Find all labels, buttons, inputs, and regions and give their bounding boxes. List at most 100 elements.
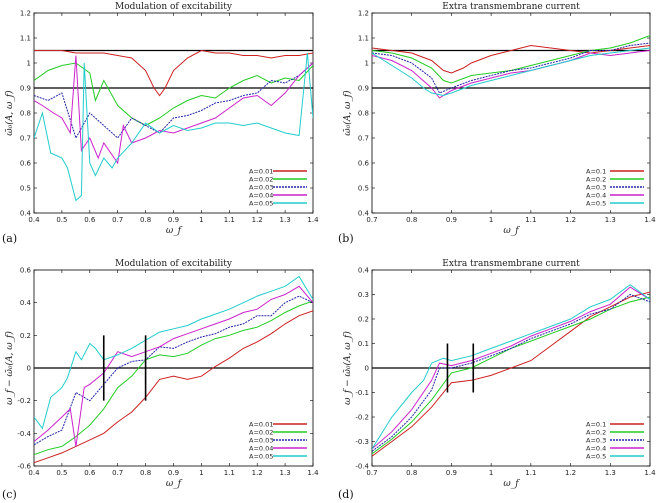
y-axis-label: ω_f − ω̄₀(A, ω_f)	[4, 331, 15, 405]
y-tick-label: 0.4	[358, 267, 370, 275]
y-axis-label: ω_f − ω̄₀(A, ω_f)	[342, 331, 353, 405]
series-line-A-0-4	[372, 286, 650, 450]
y-tick-label: 1.1	[358, 35, 369, 43]
panel-label: (a)	[2, 232, 17, 245]
legend-label: A=0.04	[249, 445, 273, 453]
x-tick-label: 0.7	[366, 216, 377, 224]
x-tick-label: 1	[199, 216, 203, 224]
y-tick-label: 0.5	[358, 185, 369, 193]
y-tick-label: 1	[365, 60, 369, 68]
x-tick-label: 1.1	[525, 469, 536, 477]
x-tick-label: 1	[489, 469, 493, 477]
panel-label: (c)	[2, 488, 17, 501]
chart-title: Modulation of excitability	[115, 2, 233, 12]
series-line-A-0-04	[34, 55, 313, 165]
x-tick-label: 0.5	[56, 216, 67, 224]
y-tick-label: 1	[27, 60, 31, 68]
y-tick-label: -0.4	[355, 463, 369, 471]
legend-label: A=0.3	[586, 437, 606, 445]
y-tick-label: -0.6	[17, 463, 31, 471]
y-tick-label: 0.2	[20, 332, 31, 340]
series-line-A-0-2	[372, 35, 650, 84]
legend-label: A=0.02	[249, 176, 273, 184]
series-line-A-0-1	[372, 44, 650, 74]
y-tick-label: -0.3	[355, 438, 369, 446]
series-line-A-0-03	[34, 62, 313, 140]
panel-d: Extra transmembrane current 0.7 0.8 0.9 1 1.1…	[338, 259, 656, 501]
y-tick-label: 0.4	[20, 299, 32, 307]
y-tick-label: 0.8	[358, 110, 369, 118]
legend-label: A=0.5	[586, 453, 606, 461]
y-tick-label: 0	[365, 365, 369, 373]
series-line-A-0-3	[372, 42, 650, 94]
legend-label: A=0.01	[249, 168, 273, 176]
y-axis-label: ω̄₀(A, ω_f)	[342, 90, 353, 136]
y-tick-label: 0.9	[358, 85, 369, 93]
y-tick-label: -0.2	[355, 414, 369, 422]
legend-label: A=0.2	[586, 176, 606, 184]
panel-a: Modulation of excitability 0.4 0.5 0.6 0.7 0.…	[2, 2, 319, 245]
x-tick-label: 1.4	[644, 469, 656, 477]
y-tick-label: 0.1	[358, 340, 369, 348]
y-tick-label: -0.2	[17, 397, 31, 405]
x-tick-label: 1.4	[307, 469, 319, 477]
series-line-A-0-05	[34, 52, 313, 202]
x-tick-label: 1.3	[605, 469, 616, 477]
legend-label: A=0.05	[249, 200, 273, 208]
y-tick-label: 0.6	[358, 160, 370, 168]
x-axis-label: ω_f	[503, 479, 520, 489]
y-tick-label: 0.6	[20, 267, 32, 275]
legend-label: A=0.03	[249, 184, 273, 192]
y-tick-label: -0.4	[17, 430, 31, 438]
x-tick-label: 1.2	[252, 469, 263, 477]
x-tick-label: 1	[199, 469, 203, 477]
x-tick-label: 1.3	[605, 216, 616, 224]
x-tick-label: 1.4	[644, 216, 656, 224]
x-tick-label: 0.8	[140, 469, 151, 477]
x-tick-label: 0.5	[56, 469, 67, 477]
x-tick-label: 1.4	[307, 216, 319, 224]
y-tick-label: 0.7	[358, 135, 369, 143]
series-line-A-0-01	[34, 310, 313, 464]
series-line-A-0-01	[34, 49, 313, 97]
legend-label: A=0.01	[249, 421, 273, 429]
x-tick-label: 0.6	[84, 216, 96, 224]
y-tick-label: 0.4	[358, 210, 370, 218]
series-line-A-0-1	[372, 291, 650, 457]
x-tick-label: 0.9	[446, 469, 457, 477]
x-tick-label: 1.2	[252, 216, 263, 224]
y-tick-label: 0.3	[358, 291, 369, 299]
chart-title: Modulation of excitability	[115, 259, 233, 269]
x-tick-label: 1.1	[525, 216, 536, 224]
x-axis-label: ω_f	[503, 226, 520, 236]
panel-b: Extra transmembrane current 0.7 0.8 0.9 1 1.1…	[338, 2, 656, 245]
legend-label: A=0.5	[586, 200, 606, 208]
legend-label: A=0.1	[586, 421, 606, 429]
chart-title: Extra transmembrane current	[442, 2, 580, 12]
x-tick-label: 0.6	[84, 469, 96, 477]
x-tick-label: 0.9	[446, 216, 457, 224]
legend-label: A=0.4	[586, 192, 606, 200]
legend-label: A=0.02	[249, 429, 273, 437]
x-tick-label: 1.2	[565, 469, 576, 477]
series-line-A-0-02	[34, 62, 313, 127]
series-line-A-0-4	[372, 50, 650, 99]
x-tick-label: 0.8	[406, 469, 417, 477]
y-tick-label: 0.6	[20, 160, 32, 168]
x-tick-label: 0.9	[168, 216, 179, 224]
series-line-A-0-5	[372, 284, 650, 450]
series-line-A-0-02	[34, 300, 313, 456]
x-tick-label: 1.2	[565, 216, 576, 224]
x-tick-label: 0.8	[140, 216, 151, 224]
y-tick-label: 1.2	[358, 10, 369, 18]
panel-label: (d)	[338, 488, 354, 501]
series-line-A-0-03	[34, 295, 313, 446]
panel-c: Modulation of excitability 0.4 0.5 0.6 0.7 0.…	[2, 259, 319, 501]
y-tick-label: 0.2	[358, 316, 369, 324]
x-tick-label: 0.4	[28, 216, 40, 224]
x-tick-label: 0.7	[112, 216, 123, 224]
x-axis-label: ω_f	[166, 226, 183, 236]
series-line-A-0-5	[372, 47, 650, 97]
y-tick-label: 0.4	[20, 210, 32, 218]
x-tick-label: 1.1	[224, 216, 235, 224]
